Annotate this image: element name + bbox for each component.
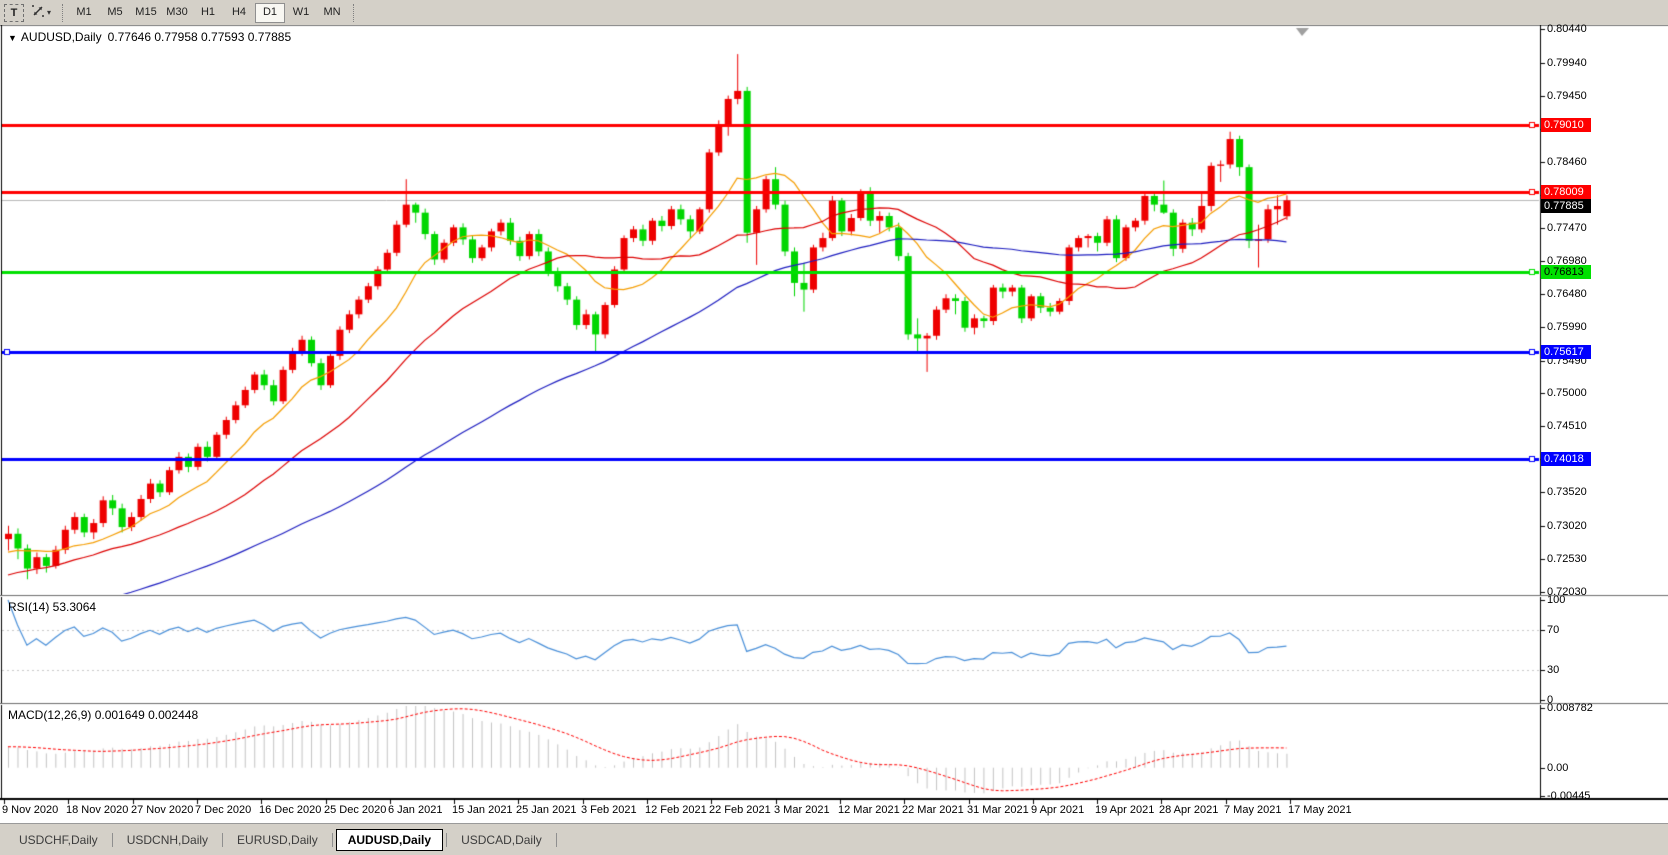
arrows-tool-button[interactable]: ▾ <box>26 4 56 22</box>
chart-tab-usdcnh[interactable]: USDCNH,Daily <box>126 832 209 847</box>
timeframe-button-h4[interactable]: H4 <box>231 5 247 18</box>
text-tool-button[interactable]: T <box>4 3 24 22</box>
toolbar-separator-right <box>353 3 355 22</box>
tab-separator <box>555 832 557 847</box>
chart-tab-usdcad[interactable]: USDCAD,Daily <box>461 832 542 847</box>
tab-separator <box>331 832 333 847</box>
toolbar-separator <box>62 3 64 22</box>
timeframe-button-mn[interactable]: MN <box>323 5 341 18</box>
tab-separator <box>222 832 224 847</box>
diagonal-arrows-icon <box>31 4 45 21</box>
chart-tab-usdchf[interactable]: USDCHF,Daily <box>19 832 98 847</box>
chart-tab-bar: USDCHF,Daily USDCNH,Daily EURUSD,Daily AUDU… <box>0 823 1668 855</box>
chart-tab-eurusd[interactable]: EURUSD,Daily <box>237 832 318 847</box>
timeframe-button-m30[interactable]: M30 <box>166 5 188 18</box>
dropdown-arrow-icon: ▾ <box>46 8 51 17</box>
timeframe-button-w1[interactable]: W1 <box>292 5 310 18</box>
timeframe-group: M1 M5 M15 M30 H1 H4 D1 W1 MN <box>69 2 348 23</box>
timeframe-button-m1[interactable]: M1 <box>76 5 92 18</box>
tab-separator <box>111 832 113 847</box>
tab-separator <box>446 832 448 847</box>
main-toolbar: T ▾ M1 M5 M15 M30 H1 H4 D1 W1 MN <box>0 0 1668 25</box>
timeframe-button-h1[interactable]: H1 <box>200 5 216 18</box>
timeframe-button-m15[interactable]: M15 <box>135 5 157 18</box>
timeframe-button-d1[interactable]: D1 <box>255 2 285 23</box>
timeframe-button-m5[interactable]: M5 <box>107 5 123 18</box>
chart-tab-audusd[interactable]: AUDUSD,Daily <box>335 828 444 851</box>
price-chart-canvas[interactable] <box>0 25 1668 823</box>
